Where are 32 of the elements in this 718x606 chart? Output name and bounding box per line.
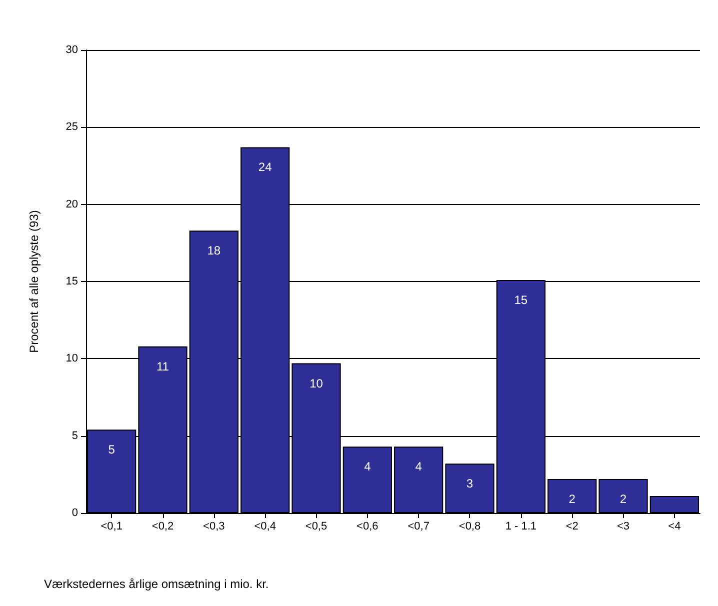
y-tick-label: 25 <box>66 121 78 134</box>
x-tick-label: <0,2 <box>152 520 174 532</box>
x-tick-label: <0,8 <box>458 520 481 532</box>
x-tick-label: <0,5 <box>305 520 328 532</box>
y-tick-label: 15 <box>66 276 78 288</box>
data-label: 11 <box>156 359 170 374</box>
x-tick-label: <0,7 <box>408 520 430 532</box>
x-tick-label: <4 <box>668 520 681 532</box>
y-axis-title: Procent af alle oplyste (93) <box>27 210 41 353</box>
data-label: 5 <box>108 442 116 457</box>
data-label: 24 <box>258 160 272 174</box>
data-label: 18 <box>207 244 221 258</box>
y-tick-label: 30 <box>66 44 78 56</box>
x-tick-label: <0,3 <box>203 520 225 532</box>
y-tick-label: 0 <box>72 507 78 519</box>
x-axis-title: Værkstedernes årlige omsætning i mio. kr. <box>44 577 269 591</box>
data-label: 4 <box>415 460 422 474</box>
x-tick-label: <0,1 <box>100 520 122 532</box>
x-tick-label: 1 - 1.1 <box>505 520 537 532</box>
data-label: 10 <box>310 376 324 390</box>
x-tick-label: <0,6 <box>356 520 378 532</box>
y-tick-label: 20 <box>66 198 78 210</box>
x-tick-label: <0,4 <box>254 520 276 532</box>
x-tick-label: <2 <box>566 520 578 532</box>
y-tick-label: 10 <box>66 352 78 365</box>
x-tick-label: <3 <box>616 520 630 532</box>
data-label: 2 <box>620 492 627 506</box>
data-label: 3 <box>466 476 474 491</box>
y-tick-label: 5 <box>72 430 78 442</box>
data-label: 2 <box>568 492 576 506</box>
data-label: 15 <box>514 292 528 307</box>
data-label: 4 <box>364 460 372 474</box>
